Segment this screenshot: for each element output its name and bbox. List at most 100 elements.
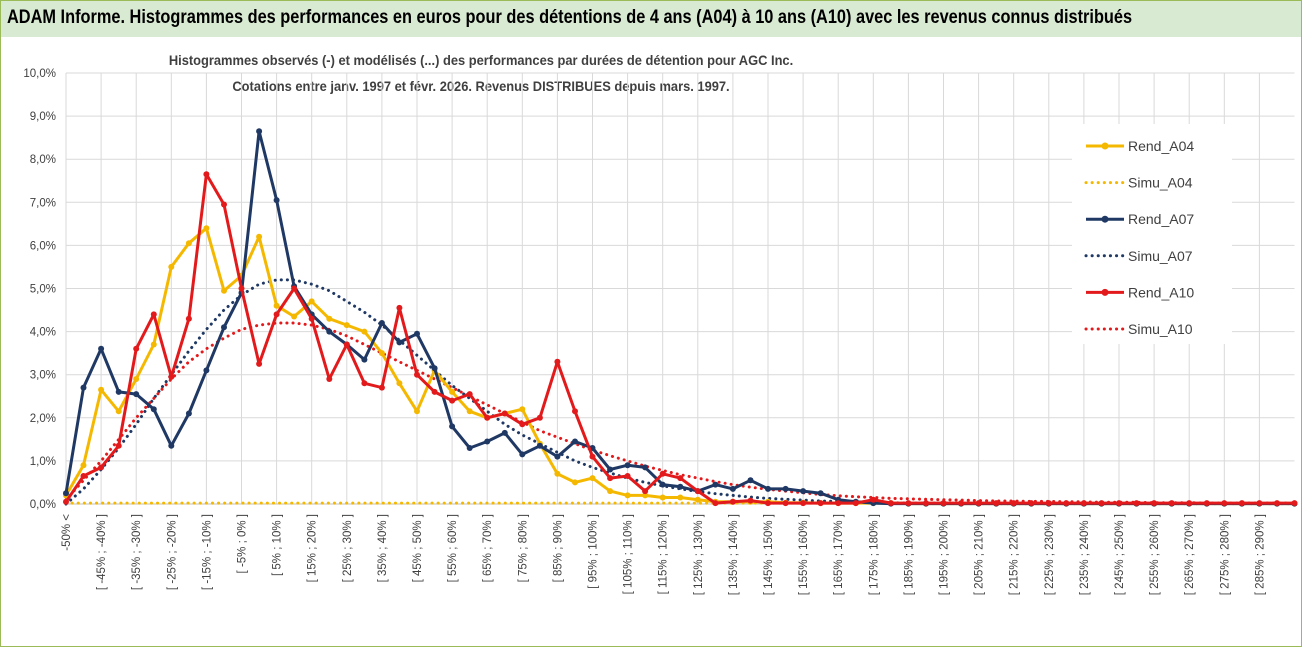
data-point-rend-a07 bbox=[168, 442, 175, 449]
legend: Rend_A04 Simu_A04 Rend_A07 Simu_A07 Rend_A10… bbox=[1072, 124, 1232, 344]
data-point-rend-a10 bbox=[572, 408, 578, 415]
data-point-rend-a10 bbox=[519, 421, 526, 428]
data-point-rend-a07 bbox=[431, 365, 438, 372]
data-point-rend-a07 bbox=[63, 490, 69, 497]
data-point-rend-a10 bbox=[975, 500, 982, 507]
data-point-rend-a04 bbox=[256, 233, 263, 240]
x-tick-label: [ 275% ; 280% ] bbox=[1219, 514, 1231, 595]
data-point-rend-a04 bbox=[396, 380, 403, 387]
series-rend-a10 bbox=[63, 171, 1298, 507]
data-point-rend-a10 bbox=[993, 500, 1000, 507]
x-tick-label: [ 175% ; 180% ] bbox=[868, 514, 880, 595]
data-point-rend-a04 bbox=[572, 479, 578, 486]
chart-subtitle-line1: Histogrammes observés (-) et modélisés (… bbox=[168, 52, 794, 68]
y-tick-label: 6,0% bbox=[30, 240, 56, 252]
data-point-rend-a10 bbox=[98, 464, 105, 471]
data-point-rend-a07 bbox=[800, 488, 807, 495]
data-point-rend-a04 bbox=[115, 408, 122, 415]
data-point-rend-a04 bbox=[221, 287, 227, 294]
data-point-rend-a10 bbox=[1045, 500, 1052, 507]
data-point-rend-a04 bbox=[343, 322, 350, 329]
data-point-rend-a07 bbox=[572, 438, 578, 445]
data-point-rend-a07 bbox=[484, 438, 491, 445]
x-tick-label: [ 255% ; 260% ] bbox=[1149, 514, 1161, 595]
x-tick-label: [ 205% ; 210% ] bbox=[974, 514, 986, 595]
data-point-rend-a10 bbox=[63, 498, 69, 505]
data-point-rend-a10 bbox=[291, 285, 298, 292]
data-point-rend-a04 bbox=[291, 313, 298, 320]
data-point-rend-a04 bbox=[185, 240, 192, 247]
legend-item-rend-a04[interactable]: Rend_A04 bbox=[1086, 138, 1194, 154]
x-tick-label: [ 95% ; 100% ] bbox=[588, 514, 600, 589]
data-point-rend-a04 bbox=[624, 492, 631, 499]
data-point-rend-a04 bbox=[554, 470, 561, 477]
data-point-rend-a10 bbox=[414, 371, 420, 378]
data-point-rend-a07 bbox=[519, 451, 526, 458]
data-point-rend-a10 bbox=[431, 388, 438, 395]
data-point-rend-a10 bbox=[835, 500, 842, 507]
y-axis-ticks: 0,0% 1,0% 2,0% 3,0% 4,0% 5,0% 6,0% 7,0% 8,0% 9,0%… bbox=[23, 68, 56, 511]
data-point-rend-a10 bbox=[1063, 500, 1070, 507]
legend-marker bbox=[1101, 288, 1109, 296]
data-point-rend-a10 bbox=[1186, 500, 1193, 507]
legend-item-simu-a10[interactable]: Simu_A10 bbox=[1084, 321, 1193, 337]
data-point-rend-a10 bbox=[642, 488, 649, 495]
data-point-rend-a10 bbox=[782, 500, 789, 507]
data-point-rend-a07 bbox=[378, 320, 385, 326]
data-point-rend-a10 bbox=[80, 473, 87, 479]
data-point-rend-a07 bbox=[554, 453, 561, 460]
data-point-rend-a10 bbox=[852, 500, 859, 507]
x-tick-label: [ -5% ; 0% ] bbox=[237, 514, 249, 573]
data-point-rend-a04 bbox=[607, 488, 614, 495]
data-point-rend-a10 bbox=[677, 475, 684, 482]
data-point-rend-a07 bbox=[712, 481, 719, 488]
legend-item-simu-a07[interactable]: Simu_A07 bbox=[1084, 248, 1193, 264]
x-tick-label: [ 265% ; 270% ] bbox=[1184, 514, 1196, 595]
data-point-rend-a07 bbox=[150, 406, 157, 413]
legend-item-rend-a10[interactable]: Rend_A10 bbox=[1086, 284, 1194, 300]
data-point-rend-a10 bbox=[326, 376, 333, 382]
data-point-rend-a07 bbox=[624, 462, 631, 469]
data-point-rend-a10 bbox=[712, 500, 719, 507]
data-point-rend-a10 bbox=[607, 475, 614, 482]
legend-item-simu-a04[interactable]: Simu_A04 bbox=[1084, 175, 1193, 191]
data-point-rend-a07 bbox=[326, 328, 333, 335]
x-tick-label: [ 25% ; 30% ] bbox=[342, 514, 354, 582]
data-point-rend-a07 bbox=[80, 384, 87, 391]
y-tick-label: 0,0% bbox=[30, 499, 56, 511]
legend-label: Rend_A07 bbox=[1128, 211, 1194, 227]
x-tick-label: [ 145% ; 150% ] bbox=[763, 514, 775, 595]
x-tick-label: -50% < bbox=[61, 514, 73, 551]
data-point-rend-a07 bbox=[449, 423, 456, 430]
data-point-rend-a04 bbox=[98, 386, 105, 393]
data-point-rend-a10 bbox=[1274, 500, 1280, 507]
data-point-rend-a10 bbox=[150, 311, 157, 318]
data-point-rend-a04 bbox=[378, 350, 385, 357]
x-tick-label: [ 105% ; 110% ] bbox=[623, 514, 635, 594]
data-point-rend-a10 bbox=[1238, 500, 1245, 507]
data-point-rend-a10 bbox=[729, 498, 736, 505]
data-point-rend-a10 bbox=[133, 345, 140, 352]
x-tick-label: [ 45% ; 50% ] bbox=[412, 514, 424, 582]
data-point-rend-a07 bbox=[396, 339, 403, 346]
x-tick-label: [ 195% ; 200% ] bbox=[939, 514, 951, 595]
x-tick-label: [ 35% ; 40% ] bbox=[377, 514, 389, 582]
data-point-rend-a10 bbox=[1221, 500, 1228, 507]
data-point-rend-a10 bbox=[940, 500, 947, 507]
data-point-rend-a07 bbox=[642, 464, 649, 471]
x-tick-label: [ 85% ; 90% ] bbox=[552, 514, 564, 582]
data-point-rend-a07 bbox=[185, 410, 192, 417]
data-point-rend-a07 bbox=[414, 330, 420, 337]
y-tick-label: 10,0% bbox=[23, 68, 56, 80]
data-point-rend-a07 bbox=[677, 483, 684, 490]
chart-subtitle-line2: Cotations entre janv. 1997 et févr. 2026… bbox=[232, 78, 730, 94]
legend-marker bbox=[1101, 142, 1109, 150]
data-point-rend-a10 bbox=[958, 500, 965, 507]
x-tick-label: [ 155% ; 160% ] bbox=[798, 514, 810, 595]
data-point-rend-a07 bbox=[256, 128, 263, 135]
y-tick-label: 7,0% bbox=[30, 197, 56, 209]
data-point-rend-a07 bbox=[98, 345, 105, 352]
legend-item-rend-a07[interactable]: Rend_A07 bbox=[1086, 211, 1194, 227]
x-tick-label: [ -15% ; -10% ] bbox=[201, 514, 213, 590]
x-tick-label: [ 65% ; 70% ] bbox=[482, 514, 494, 582]
